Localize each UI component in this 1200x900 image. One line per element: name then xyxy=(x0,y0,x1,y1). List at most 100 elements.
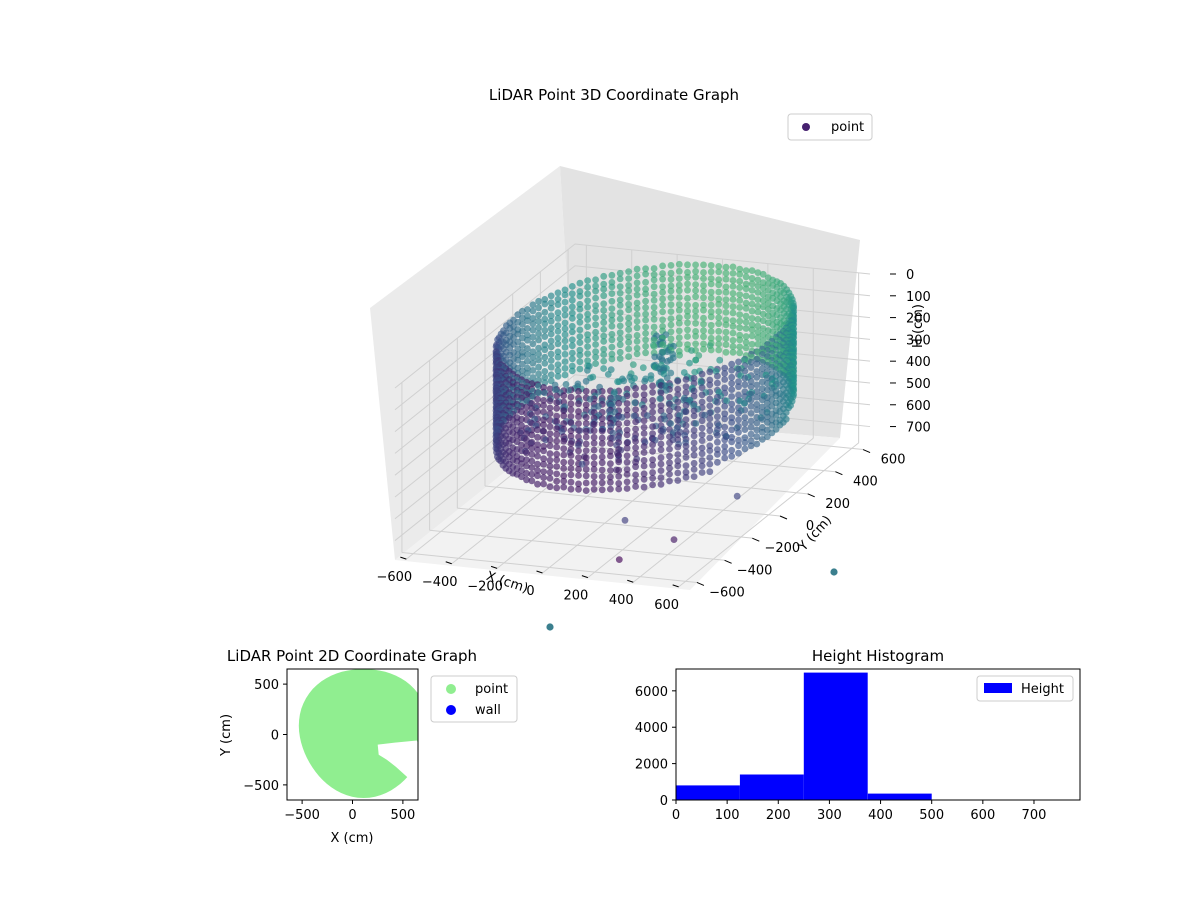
point-3d xyxy=(700,261,707,269)
point-3d xyxy=(754,282,762,290)
point-3d xyxy=(674,462,682,470)
point-3d xyxy=(754,276,762,284)
point-3d xyxy=(640,449,648,456)
point-3d xyxy=(700,327,707,335)
point-3d xyxy=(640,475,648,483)
point-3d xyxy=(534,426,541,434)
point-3d xyxy=(590,473,598,480)
point-3d xyxy=(615,472,623,480)
point-3d xyxy=(519,360,526,368)
point-3d xyxy=(575,400,582,408)
point-3d xyxy=(722,269,730,277)
point-3d xyxy=(584,357,591,365)
point-3d xyxy=(667,308,675,315)
point-3d xyxy=(675,281,683,289)
point-3d xyxy=(714,406,721,414)
point-3d xyxy=(698,437,706,444)
point-3d xyxy=(576,339,584,346)
point-3d xyxy=(567,458,575,466)
point-3d xyxy=(567,465,575,472)
point-3d xyxy=(659,301,666,309)
point-3d xyxy=(706,376,714,384)
point-3d xyxy=(728,386,736,393)
point-3d xyxy=(586,395,594,403)
z-tick-label-3d: 700 xyxy=(906,421,931,436)
point-3d xyxy=(715,308,723,315)
point-3d-outlier xyxy=(546,623,554,631)
point-3d xyxy=(623,426,631,434)
point-3d xyxy=(692,273,699,281)
point-3d xyxy=(632,418,639,426)
point-3d xyxy=(616,335,624,343)
y-tick-label-2d: 500 xyxy=(254,678,279,693)
point-3d xyxy=(657,402,665,410)
point-3d xyxy=(691,368,699,376)
hist-x-tick-label: 500 xyxy=(919,808,944,823)
point-3d xyxy=(616,289,624,297)
point-3d xyxy=(690,432,698,440)
point-3d xyxy=(728,452,736,460)
point-3d xyxy=(561,331,569,339)
point-3d xyxy=(528,431,536,439)
point-3d xyxy=(592,302,599,309)
point-3d xyxy=(666,439,673,447)
point-3d xyxy=(698,417,706,425)
point-3d xyxy=(642,330,649,337)
point-3d xyxy=(707,294,715,302)
point-3d xyxy=(729,343,737,350)
point-3d xyxy=(649,408,656,416)
point-3d xyxy=(721,423,729,431)
point-3d xyxy=(684,269,691,276)
point-3d xyxy=(540,421,547,429)
point-3d xyxy=(546,442,554,450)
point-3d xyxy=(632,463,639,471)
point-3d xyxy=(554,361,562,369)
point-3d xyxy=(600,345,608,353)
hist-x-tick-label: 600 xyxy=(970,808,995,823)
point-3d xyxy=(590,420,598,428)
point-3d xyxy=(582,387,590,395)
point-3d xyxy=(540,460,547,468)
point-3d xyxy=(632,444,639,452)
point-3d xyxy=(690,412,698,420)
point-3d xyxy=(657,467,665,474)
point-3d xyxy=(682,383,690,391)
point-3d xyxy=(582,420,590,427)
y-tick-label-3d: 200 xyxy=(825,497,850,512)
point-3d xyxy=(592,276,599,284)
point-3d xyxy=(644,412,651,419)
point-3d xyxy=(576,365,584,373)
point-3d xyxy=(758,416,766,423)
point-3d xyxy=(657,389,665,397)
point-3d xyxy=(650,271,658,278)
point-3d xyxy=(741,419,749,427)
point-3d xyxy=(616,329,624,337)
point-3d xyxy=(534,408,541,416)
point-3d xyxy=(534,467,541,474)
legend-2d-point-marker xyxy=(446,684,456,694)
point-3d xyxy=(747,437,755,445)
point-3d xyxy=(650,310,658,317)
point-3d xyxy=(736,324,744,332)
point-3d xyxy=(642,316,649,324)
point-3d xyxy=(560,477,568,485)
point-3d xyxy=(529,374,537,381)
point-3d xyxy=(547,371,555,379)
point-3d xyxy=(700,269,707,276)
point-3d xyxy=(584,290,591,298)
hist-x-tick-label: 400 xyxy=(868,808,893,823)
point-3d xyxy=(667,321,675,329)
point-3d xyxy=(633,285,641,293)
point-3d xyxy=(529,333,537,341)
point-3d xyxy=(600,365,607,372)
point-3d xyxy=(692,261,699,269)
point-3d xyxy=(592,341,599,348)
point-3d xyxy=(582,440,590,448)
point-3d xyxy=(684,307,691,315)
point-3d xyxy=(576,346,584,354)
point-3d xyxy=(763,386,771,394)
point-3d xyxy=(659,262,666,270)
point-3d xyxy=(547,330,555,338)
point-3d xyxy=(553,418,561,425)
point-3d xyxy=(561,319,569,327)
